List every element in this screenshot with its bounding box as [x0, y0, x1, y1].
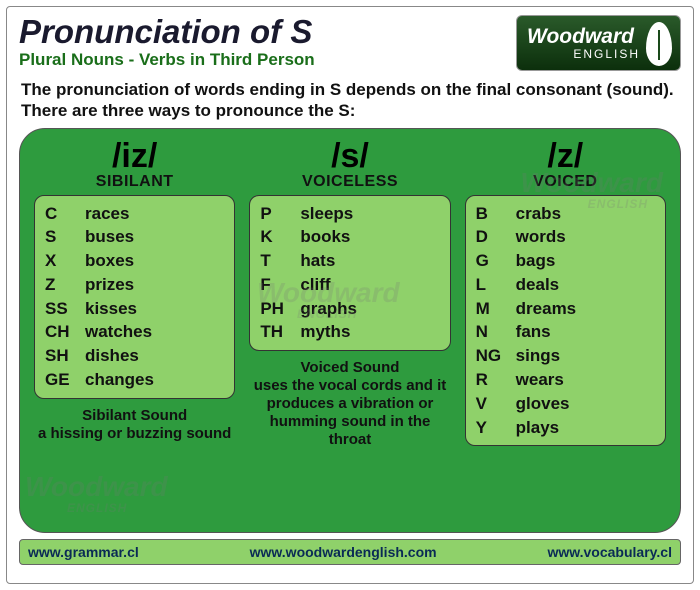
- title-block: Pronunciation of S Plural Nouns - Verbs …: [19, 15, 516, 70]
- example-row: Xboxes: [45, 249, 224, 273]
- link-woodward[interactable]: www.woodwardenglish.com: [250, 544, 437, 560]
- example-row: Thats: [260, 249, 439, 273]
- link-grammar[interactable]: www.grammar.cl: [28, 544, 139, 560]
- category-sibilant: SIBILANT: [34, 173, 235, 191]
- example-row: Vgloves: [476, 392, 655, 416]
- watermark-icon: Woodward: [25, 471, 168, 503]
- green-panel: /iz/ SIBILANT Craces Sbuses Xboxes Zpriz…: [19, 128, 681, 533]
- example-row: NGsings: [476, 344, 655, 368]
- page-title: Pronunciation of S: [19, 15, 516, 48]
- example-row: Psleeps: [260, 202, 439, 226]
- category-voiceless: VOICELESS: [249, 173, 450, 191]
- example-row: SSkisses: [45, 297, 224, 321]
- link-vocab[interactable]: www.vocabulary.cl: [547, 544, 672, 560]
- example-row: Zprizes: [45, 273, 224, 297]
- example-row: Yplays: [476, 416, 655, 440]
- intro-text: The pronunciation of words ending in S d…: [21, 79, 679, 122]
- column-voiced: /z/ VOICED Bcrabs Dwords Gbags Ldeals Md…: [465, 139, 666, 518]
- example-row: Craces: [45, 202, 224, 226]
- desc-voiceless: Voiced Sound uses the vocal cords and it…: [249, 359, 450, 449]
- ipa-s: /s/: [249, 139, 450, 173]
- example-row: Sbuses: [45, 225, 224, 249]
- examples-voiceless: Psleeps Kbooks Thats Fcliff PHgraphs THm…: [249, 195, 450, 352]
- examples-sibilant: Craces Sbuses Xboxes Zprizes SSkisses CH…: [34, 195, 235, 399]
- header: Pronunciation of S Plural Nouns - Verbs …: [19, 15, 681, 71]
- fern-icon: [646, 22, 672, 66]
- footer-bar: www.grammar.cl www.woodwardenglish.com w…: [19, 539, 681, 565]
- logo-sub: ENGLISH: [527, 47, 640, 61]
- example-row: Nfans: [476, 320, 655, 344]
- watermark-icon: ENGLISH: [67, 501, 127, 515]
- category-voiced: VOICED: [465, 173, 666, 191]
- example-row: CHwatches: [45, 320, 224, 344]
- column-voiceless: /s/ VOICELESS Psleeps Kbooks Thats Fclif…: [249, 139, 450, 518]
- example-row: Rwears: [476, 368, 655, 392]
- desc-sibilant: Sibilant Sound a hissing or buzzing soun…: [34, 407, 235, 443]
- page-subtitle: Plural Nouns - Verbs in Third Person: [19, 50, 516, 70]
- woodward-logo: Woodward ENGLISH: [516, 15, 681, 71]
- example-row: GEchanges: [45, 368, 224, 392]
- example-row: Kbooks: [260, 225, 439, 249]
- example-row: Dwords: [476, 225, 655, 249]
- example-row: SHdishes: [45, 344, 224, 368]
- example-row: Mdreams: [476, 297, 655, 321]
- example-row: Bcrabs: [476, 202, 655, 226]
- example-row: Gbags: [476, 249, 655, 273]
- example-row: Ldeals: [476, 273, 655, 297]
- column-sibilant: /iz/ SIBILANT Craces Sbuses Xboxes Zpriz…: [34, 139, 235, 518]
- card: Pronunciation of S Plural Nouns - Verbs …: [6, 6, 694, 584]
- example-row: PHgraphs: [260, 297, 439, 321]
- examples-voiced: Bcrabs Dwords Gbags Ldeals Mdreams Nfans…: [465, 195, 666, 447]
- example-row: Fcliff: [260, 273, 439, 297]
- example-row: THmyths: [260, 320, 439, 344]
- ipa-iz: /iz/: [34, 139, 235, 173]
- ipa-z: /z/: [465, 139, 666, 173]
